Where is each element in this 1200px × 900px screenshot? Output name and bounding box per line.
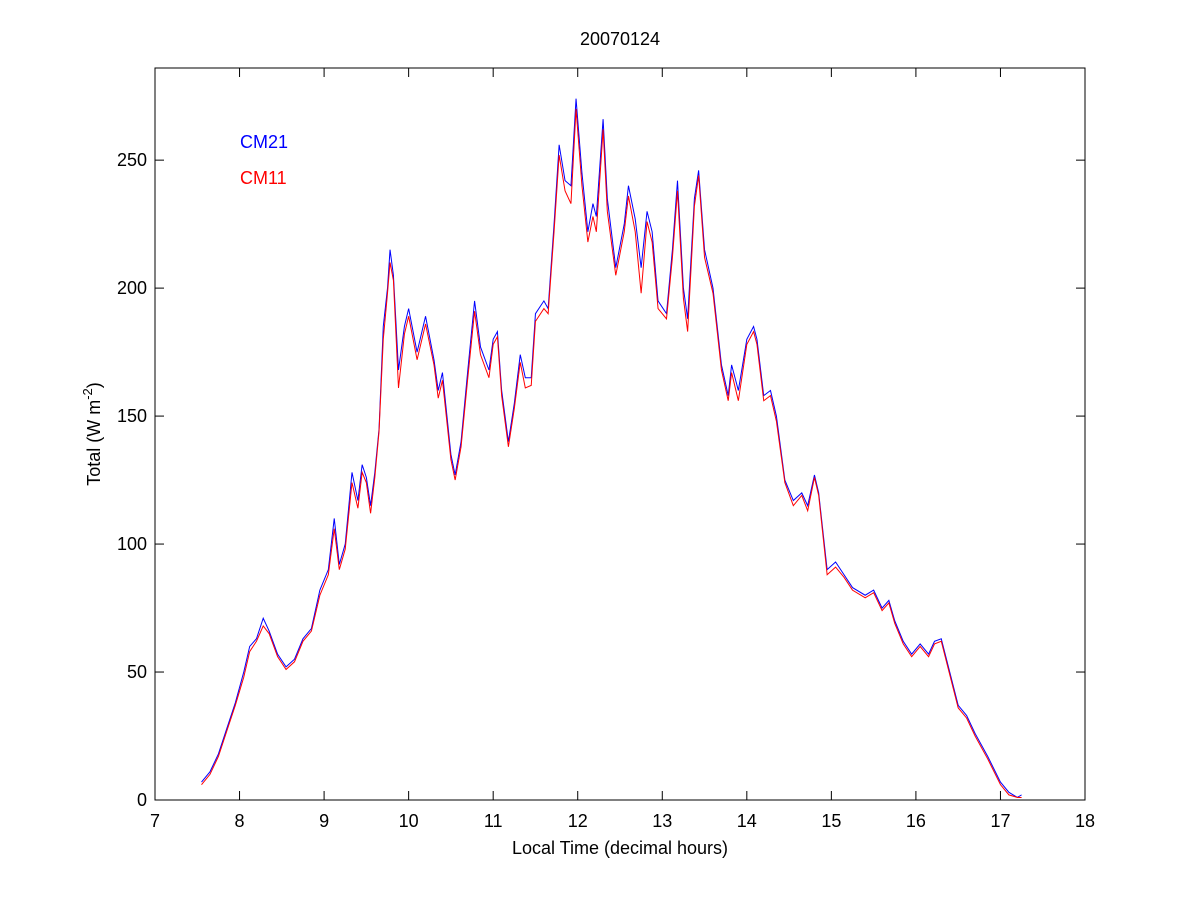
- x-tick-label: 14: [737, 811, 757, 831]
- x-tick-label: 12: [568, 811, 588, 831]
- x-tick-label: 8: [235, 811, 245, 831]
- plot-frame: [154, 67, 1086, 801]
- y-tick-label: 250: [117, 150, 147, 170]
- x-tick-label: 15: [821, 811, 841, 831]
- y-tick-label: 200: [117, 278, 147, 298]
- data-line: [201, 108, 1022, 798]
- data-line: [201, 98, 1022, 799]
- x-tick-label: 7: [150, 811, 160, 831]
- y-tick-label: 150: [117, 406, 147, 426]
- x-tick-label: 10: [399, 811, 419, 831]
- y-tick-label: 50: [127, 662, 147, 682]
- x-tick-label: 18: [1075, 811, 1095, 831]
- y-tick-label: 0: [137, 790, 147, 810]
- x-tick-label: 16: [906, 811, 926, 831]
- y-axis-label: Total (W m-2): [80, 382, 104, 486]
- chart-title: 20070124: [580, 29, 660, 49]
- x-tick-label: 9: [319, 811, 329, 831]
- y-tick-label: 100: [117, 534, 147, 554]
- y-label-suffix: ): [84, 382, 104, 388]
- x-tick-label: 11: [484, 811, 503, 831]
- legend-entry: CM11: [240, 168, 287, 188]
- y-label-text: Total (W m: [84, 400, 104, 486]
- x-tick-label: 17: [990, 811, 1010, 831]
- x-tick-label: 13: [652, 811, 672, 831]
- x-axis-label: Local Time (decimal hours): [512, 838, 728, 858]
- y-label-superscript: -2: [80, 388, 95, 400]
- legend-entry: CM21: [240, 132, 288, 152]
